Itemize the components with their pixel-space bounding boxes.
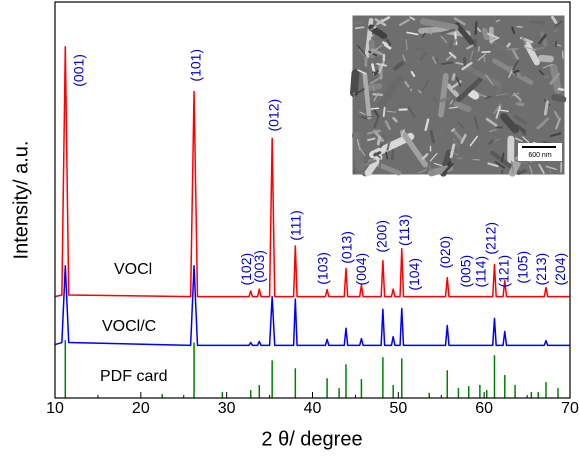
inset-texture — [392, 150, 393, 158]
inset-texture — [508, 44, 510, 46]
inset-texture — [456, 104, 468, 109]
peak-label: (103) — [314, 252, 330, 285]
x-axis-title: 2 θ/ degree — [261, 428, 362, 450]
peak-label: (013) — [338, 231, 354, 264]
inset-texture — [354, 73, 355, 93]
inset-texture — [559, 89, 563, 90]
x-tick-label: 40 — [304, 400, 322, 417]
inset-texture — [476, 23, 477, 34]
peak-label: (101) — [187, 49, 203, 82]
peak-label: (212) — [483, 222, 499, 255]
peak-label: (113) — [396, 214, 412, 246]
inset-texture — [521, 70, 523, 75]
inset-texture — [384, 108, 385, 116]
peak-label: (213) — [533, 253, 549, 286]
inset-texture — [371, 108, 378, 109]
x-tick-label: 30 — [218, 400, 236, 417]
peak-label: (005) — [458, 255, 474, 288]
peak-label: (204) — [552, 253, 568, 286]
series-label: VOCl — [114, 261, 152, 278]
y-axis-title: Intensity/ a.u. — [10, 141, 32, 260]
peak-label: (200) — [374, 220, 390, 253]
inset-texture — [380, 144, 382, 147]
x-tick-label: 60 — [475, 400, 493, 417]
x-tick-label: 10 — [46, 400, 64, 417]
inset-texture — [541, 58, 550, 59]
inset-texture — [356, 135, 361, 167]
inset-texture — [482, 77, 486, 78]
inset-texture — [555, 97, 563, 99]
inset-texture — [517, 27, 522, 28]
x-tick-label: 70 — [561, 400, 579, 417]
inset-texture — [436, 59, 437, 62]
inset-texture — [484, 57, 485, 62]
scale-label: 600 nm — [528, 152, 552, 159]
inset-texture — [508, 49, 517, 50]
peak-label: (104) — [406, 258, 422, 291]
peak-label: (020) — [437, 236, 453, 269]
inset-texture — [545, 77, 548, 78]
inset-texture — [430, 30, 431, 33]
series-label: PDF card — [100, 368, 168, 385]
inset-texture — [520, 171, 525, 173]
peak-label: (003) — [251, 250, 267, 283]
inset-texture — [515, 71, 519, 72]
x-tick-label: 50 — [389, 400, 407, 417]
inset-texture — [356, 27, 364, 28]
inset-texture — [523, 114, 526, 115]
inset-texture — [375, 71, 377, 74]
inset-texture — [354, 170, 355, 173]
inset-texture — [370, 29, 373, 31]
series-label: VOCl/C — [102, 318, 156, 335]
peak-label: (004) — [353, 253, 369, 286]
peak-label: (114) — [472, 256, 488, 288]
inset-image: 600 nm — [352, 15, 565, 175]
inset-texture — [378, 138, 379, 144]
inset-texture — [484, 30, 486, 37]
inset-texture — [421, 29, 446, 31]
inset-texture — [453, 75, 454, 80]
inset-texture — [545, 102, 547, 114]
peak-label: (012) — [265, 99, 281, 132]
inset-texture — [551, 142, 556, 143]
inset-texture — [471, 93, 475, 96]
peak-label: (001) — [71, 54, 87, 87]
inset-texture — [505, 67, 513, 68]
inset-texture — [479, 47, 480, 51]
inset-texture — [406, 40, 407, 50]
peak-label: (105) — [514, 251, 530, 284]
peak-label: (121) — [495, 255, 511, 288]
inset-texture — [383, 134, 384, 137]
x-tick-label: 20 — [132, 400, 150, 417]
peak-label: (111) — [288, 210, 304, 241]
inset-texture — [532, 22, 544, 23]
